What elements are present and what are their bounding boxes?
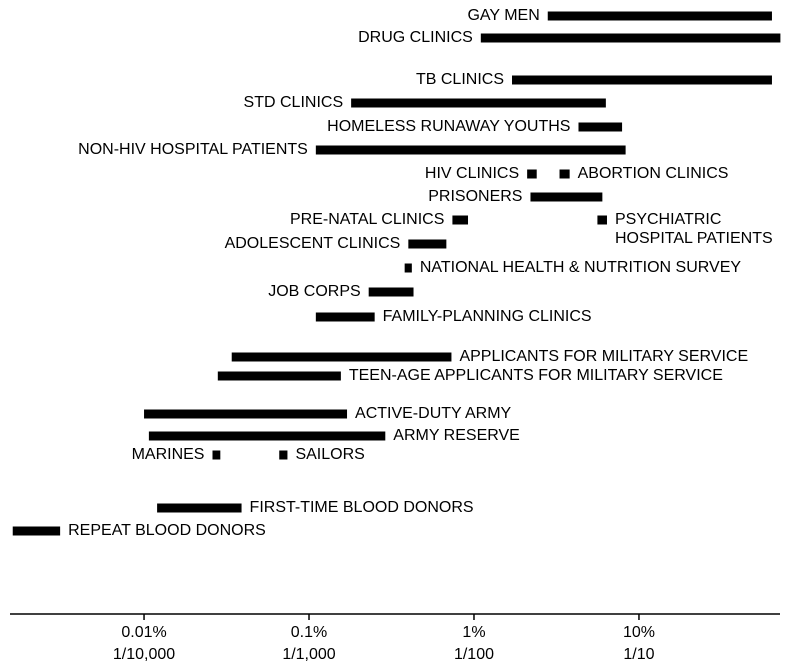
bar-label: FAMILY-PLANNING CLINICS: [383, 308, 592, 325]
bar: [404, 263, 412, 273]
bar-label: REPEAT BLOOD DONORS: [68, 522, 266, 539]
x-tick-label: 0.1%: [291, 624, 327, 641]
bar: [351, 98, 606, 108]
bar-label: PRE-NATAL CLINICS: [290, 211, 444, 228]
bar: [231, 352, 452, 362]
bar: [144, 409, 348, 419]
bar-label: HOMELESS RUNAWAY YOUTHS: [327, 118, 570, 135]
bar: [452, 215, 469, 225]
bar: [547, 11, 772, 21]
bar-label: HIV CLINICS: [425, 165, 519, 182]
bar-label: ACTIVE-DUTY ARMY: [355, 405, 512, 422]
x-tick-fraction: 1/1,000: [282, 646, 335, 662]
bar: [527, 169, 537, 179]
x-tick-fraction: 1/10,000: [113, 646, 175, 662]
bar: [368, 287, 414, 297]
x-tick-fraction: 1/100: [454, 646, 494, 662]
bar-label: NON-HIV HOSPITAL PATIENTS: [78, 141, 308, 158]
bar-label: STD CLINICS: [244, 94, 344, 111]
bar-label: ARMY RESERVE: [393, 427, 520, 444]
bar-label: ABORTION CLINICS: [578, 165, 729, 182]
bar-label: TB CLINICS: [416, 71, 504, 88]
bar: [212, 450, 221, 460]
x-tick-label: 10%: [623, 624, 655, 641]
x-tick-label: 0.01%: [121, 624, 166, 641]
bar: [12, 526, 61, 536]
bar: [480, 33, 781, 43]
bar: [217, 371, 341, 381]
bar: [157, 503, 242, 513]
label-line: PSYCHIATRIC: [615, 211, 721, 228]
bar: [559, 169, 570, 179]
bar: [578, 122, 623, 132]
bar: [279, 450, 288, 460]
bar-label: DRUG CLINICS: [358, 29, 473, 46]
bar-label: PRISONERS: [428, 188, 522, 205]
bar: [597, 215, 607, 225]
label-line: HOSPITAL PATIENTS: [615, 230, 773, 247]
bar-label: SAILORS: [295, 446, 364, 463]
bar: [315, 312, 375, 322]
x-tick-label: 1%: [462, 624, 485, 641]
bar-label: NATIONAL HEALTH & NUTRITION SURVEY: [420, 259, 742, 276]
bar: [408, 239, 447, 249]
bar-label: GAY MEN: [467, 7, 539, 24]
bar-label: TEEN-AGE APPLICANTS FOR MILITARY SERVICE: [349, 367, 723, 384]
bar-label: FIRST-TIME BLOOD DONORS: [250, 499, 474, 516]
bar-label: ADOLESCENT CLINICS: [225, 235, 401, 252]
bar-label: MARINES: [132, 446, 205, 463]
bar: [148, 431, 386, 441]
bar: [530, 192, 603, 202]
bar-label: JOB CORPS: [268, 283, 360, 300]
bar-label: APPLICANTS FOR MILITARY SERVICE: [459, 348, 748, 365]
bar-label: PSYCHIATRIC HOSPITAL PATIENTS: [615, 211, 773, 247]
bar: [512, 75, 772, 85]
bar: [315, 145, 626, 155]
x-tick-fraction: 1/10: [623, 646, 654, 662]
